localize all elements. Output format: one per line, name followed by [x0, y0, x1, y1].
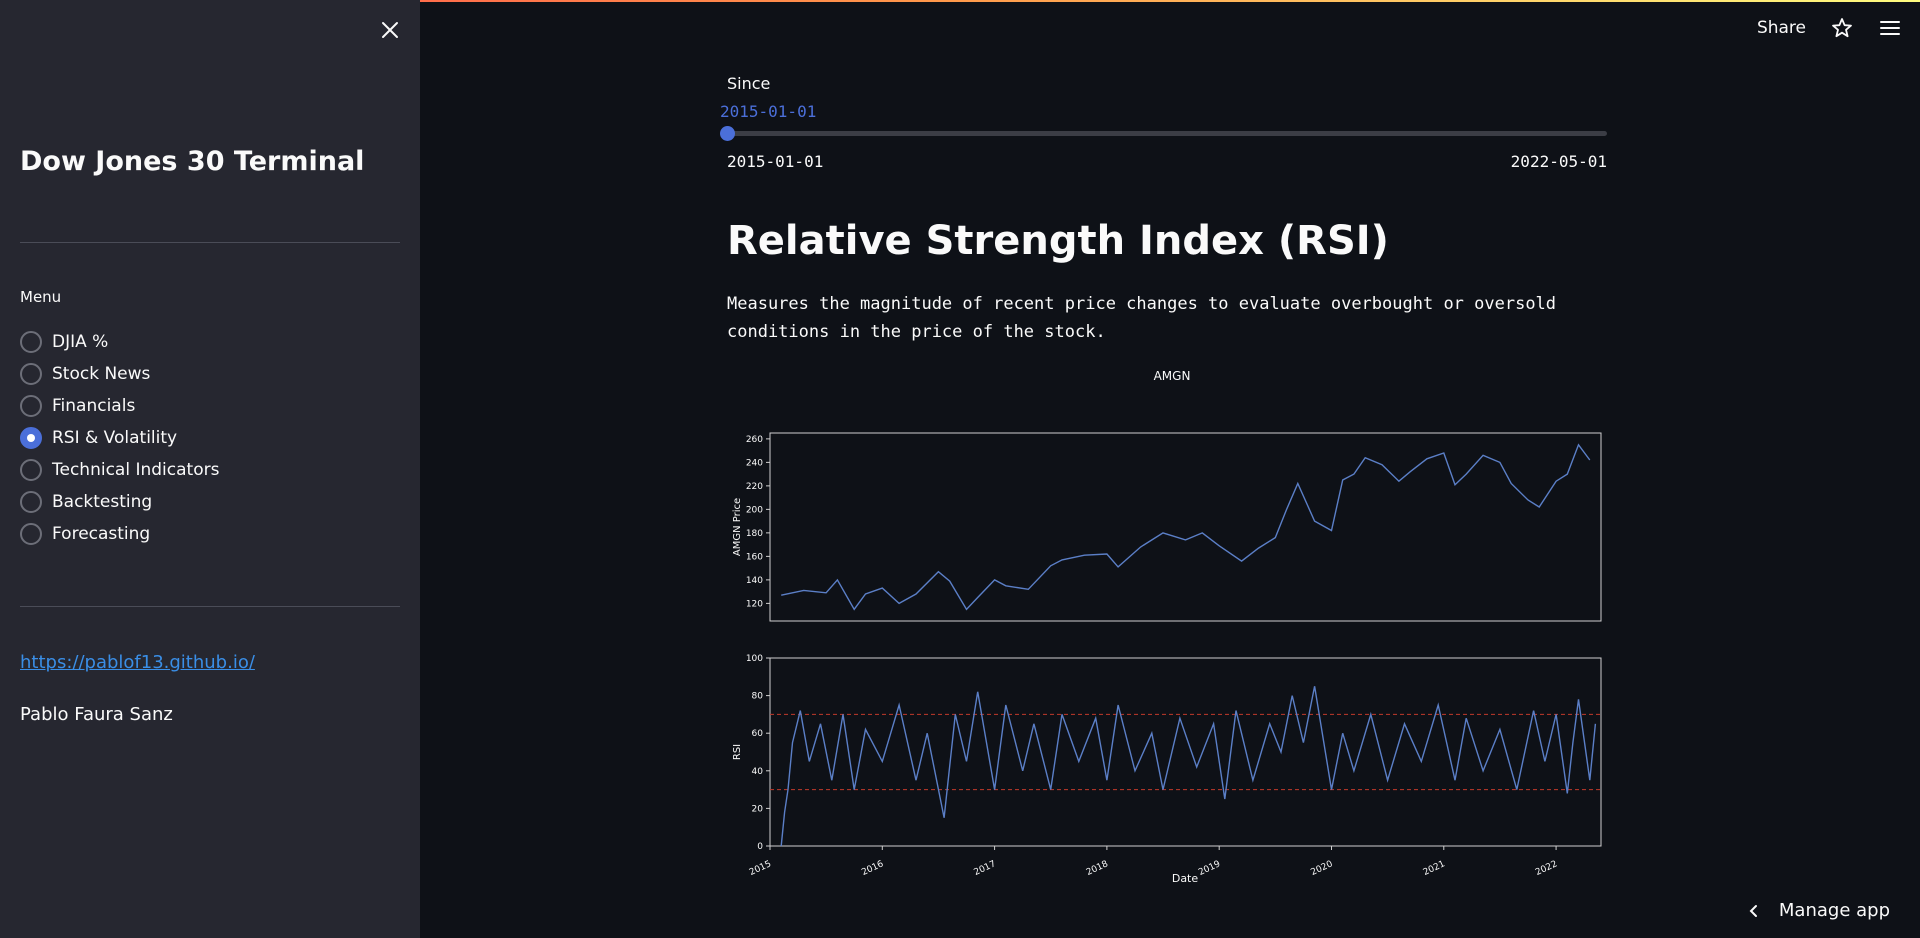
- x-tick-label: 2016: [860, 859, 885, 878]
- close-icon: [382, 22, 398, 38]
- menu-option-label: Backtesting: [52, 492, 153, 512]
- page-title: Relative Strength Index (RSI): [727, 218, 1389, 264]
- y-tick-label: 0: [757, 842, 763, 852]
- menu-option[interactable]: Backtesting: [20, 486, 219, 518]
- rsi-plot-frame: [769, 657, 1602, 847]
- y-tick-label: 60: [752, 729, 764, 739]
- y-tick-label: 240: [746, 458, 763, 468]
- slider-label: Since: [727, 74, 771, 93]
- divider: [20, 606, 400, 607]
- radio-unchecked-icon[interactable]: [20, 491, 42, 513]
- divider: [20, 242, 400, 243]
- manage-app-label: Manage app: [1778, 900, 1890, 921]
- radio-unchecked-icon[interactable]: [20, 523, 42, 545]
- sidebar: Dow Jones 30 Terminal Menu DJIA % Stock N…: [0, 0, 420, 938]
- menu-radio-group: DJIA % Stock News Financials RSI & Volatili…: [20, 326, 219, 550]
- hamburger-menu-icon[interactable]: [1878, 16, 1902, 40]
- y-tick-label: 200: [746, 505, 763, 515]
- radio-unchecked-icon[interactable]: [20, 331, 42, 353]
- menu-option-label: Technical Indicators: [52, 460, 220, 480]
- app-title: Dow Jones 30 Terminal: [20, 146, 365, 177]
- menu-option[interactable]: Stock News: [20, 358, 219, 390]
- menu-option-label: DJIA %: [52, 332, 109, 352]
- radio-unchecked-icon[interactable]: [20, 459, 42, 481]
- date-slider-track[interactable]: [727, 131, 1607, 136]
- slider-min-label: 2015-01-01: [727, 152, 824, 171]
- slider-max-label: 2022-05-01: [1510, 152, 1607, 171]
- y-tick-label: 140: [746, 576, 763, 586]
- x-tick-label: 2020: [1309, 859, 1334, 878]
- menu-option-label: RSI & Volatility: [52, 428, 178, 448]
- radio-unchecked-icon[interactable]: [20, 363, 42, 385]
- x-tick-label: 2019: [1197, 859, 1222, 878]
- y-tick-label: 260: [746, 435, 763, 445]
- slider-current-value: 2015-01-01: [720, 102, 817, 121]
- rsi-ylabel: RSI: [732, 744, 743, 760]
- x-tick-label: 2021: [1422, 859, 1447, 878]
- page-description: Measures the magnitude of recent price c…: [727, 294, 1557, 342]
- menu-option-label: Forecasting: [52, 524, 151, 544]
- chevron-left-icon: [1749, 904, 1757, 917]
- x-tick-label: 2018: [1085, 859, 1110, 878]
- rsi-xlabel: Date: [1172, 872, 1199, 885]
- price-ylabel: AMGN Price: [732, 498, 743, 556]
- price-series-line: [781, 443, 1591, 611]
- radio-unchecked-icon[interactable]: [20, 395, 42, 417]
- menu-option[interactable]: RSI & Volatility: [20, 422, 219, 454]
- y-tick-label: 40: [752, 767, 764, 777]
- y-tick-label: 180: [746, 529, 763, 539]
- menu-option[interactable]: Forecasting: [20, 518, 219, 550]
- close-sidebar-button[interactable]: [378, 18, 402, 42]
- menu-option[interactable]: Financials: [20, 390, 219, 422]
- x-tick-label: 2015: [748, 859, 773, 878]
- y-tick-label: 160: [746, 552, 763, 562]
- manage-app-button[interactable]: Manage app: [1747, 900, 1890, 921]
- y-tick-label: 100: [746, 654, 763, 664]
- menu-option[interactable]: DJIA %: [20, 326, 219, 358]
- date-slider-thumb[interactable]: [720, 126, 735, 141]
- y-tick-label: 120: [746, 599, 763, 609]
- y-tick-label: 220: [746, 482, 763, 492]
- menu-option-label: Financials: [52, 396, 136, 416]
- menu-option-label: Stock News: [52, 364, 151, 384]
- x-tick-label: 2022: [1534, 859, 1559, 878]
- portfolio-link[interactable]: https://pablof13.github.io/: [20, 652, 255, 673]
- author-name: Pablo Faura Sanz: [20, 704, 173, 725]
- star-icon[interactable]: [1830, 16, 1854, 40]
- x-tick-label: 2017: [973, 859, 998, 878]
- y-tick-label: 80: [752, 692, 764, 702]
- y-tick-label: 20: [752, 804, 764, 814]
- price-plot-frame: [769, 432, 1602, 622]
- menu-label: Menu: [20, 288, 62, 306]
- share-button[interactable]: Share: [1756, 18, 1806, 38]
- rsi-series-line: [780, 686, 1597, 847]
- header-actions: Share: [1757, 16, 1902, 40]
- radio-checked-icon[interactable]: [20, 427, 42, 449]
- top-decoration-bar: [0, 0, 1920, 2]
- chart-title: AMGN: [1154, 369, 1191, 383]
- menu-option[interactable]: Technical Indicators: [20, 454, 219, 486]
